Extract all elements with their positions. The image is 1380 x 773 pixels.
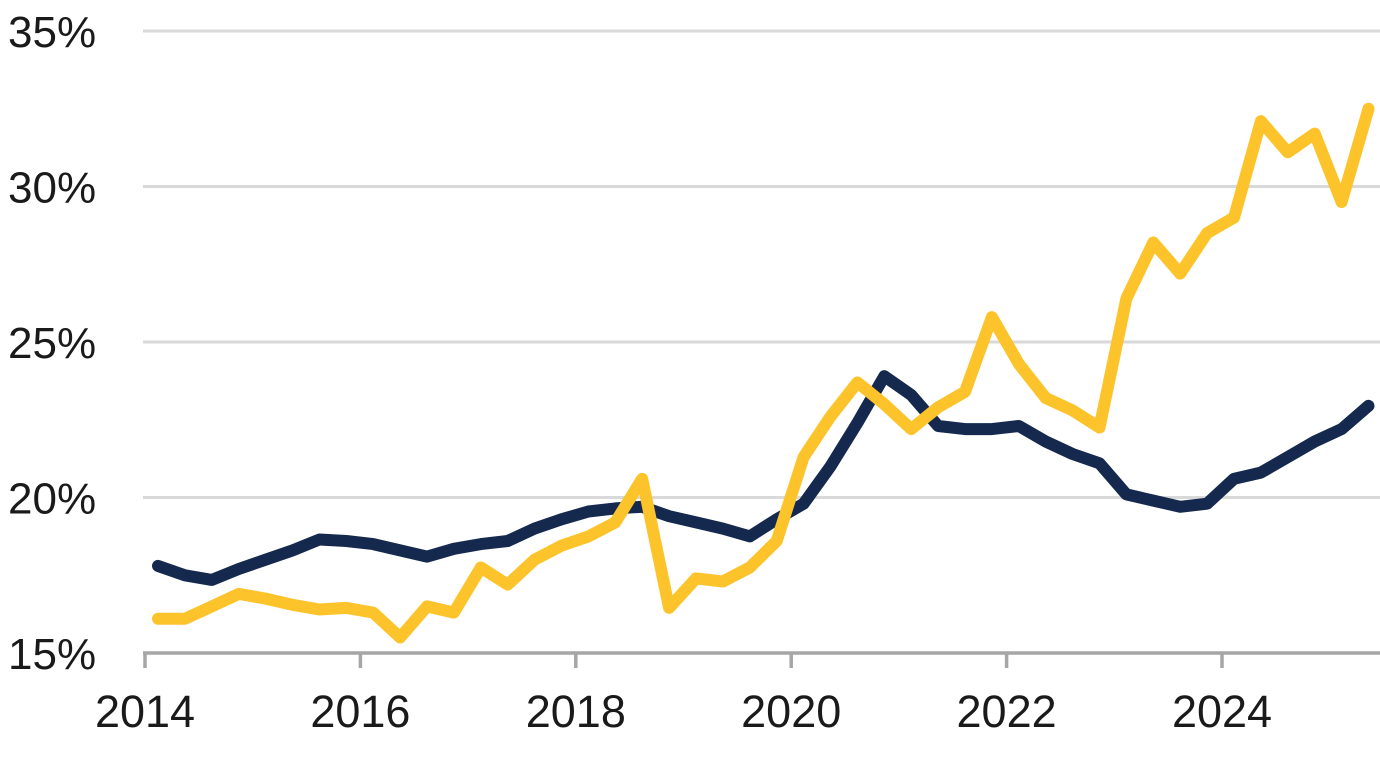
x-tick-label: 2024	[1172, 686, 1272, 737]
x-tick-label: 2018	[526, 686, 626, 737]
y-tick-label: 30%	[8, 164, 96, 213]
x-tick-label: 2022	[957, 686, 1057, 737]
x-axis	[143, 651, 1380, 668]
y-tick-label: 35%	[8, 8, 96, 57]
gold-series-line	[152, 102, 1375, 644]
y-tick-label: 15%	[8, 630, 96, 679]
x-tick-label: 2020	[741, 686, 841, 737]
series-lines	[152, 102, 1375, 644]
y-axis-labels: 15% 20% 25% 30% 35%	[8, 8, 96, 679]
x-tick-label: 2016	[310, 686, 410, 737]
x-tick-label: 2014	[95, 686, 195, 737]
navy-series-line	[152, 370, 1375, 586]
y-tick-label: 20%	[8, 475, 96, 524]
x-axis-labels: 2014 2016 2018 2020 2022 2024	[95, 686, 1272, 737]
gridlines	[143, 29, 1380, 499]
y-tick-label: 25%	[8, 319, 96, 368]
